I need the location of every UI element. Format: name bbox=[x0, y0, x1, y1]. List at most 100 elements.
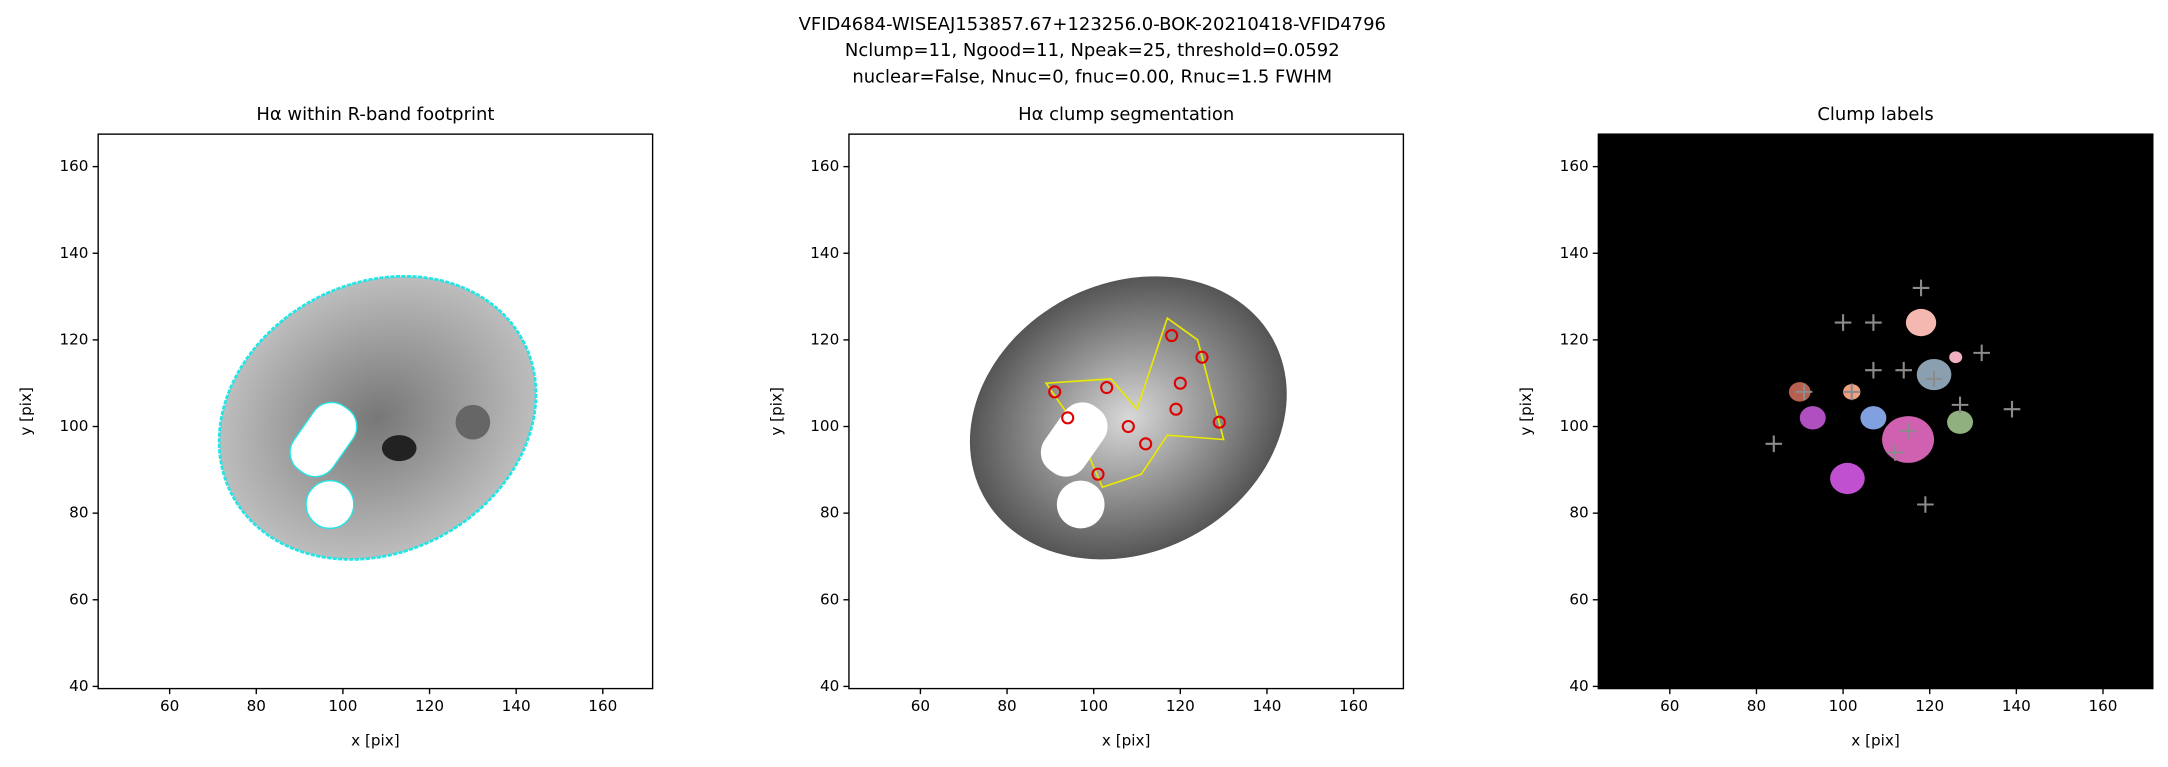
peak-marker bbox=[1765, 435, 1783, 453]
peak-marker bbox=[1843, 383, 1861, 401]
panel bbox=[98, 134, 653, 689]
clump-center bbox=[1048, 385, 1062, 399]
x-tick-label: 80 bbox=[1747, 697, 1766, 715]
clump-center bbox=[1139, 437, 1153, 451]
x-tick-label: 60 bbox=[1660, 697, 1679, 715]
y-tick-label: 140 bbox=[1560, 244, 1589, 262]
x-tick-label: 120 bbox=[1915, 697, 1944, 715]
clump-region bbox=[1947, 410, 1974, 434]
x-tick-label: 100 bbox=[328, 697, 357, 715]
suptitle: nuclear=False, Nnuc=0, fnuc=0.00, Rnuc=1… bbox=[852, 66, 1332, 87]
panel bbox=[848, 134, 1404, 689]
peak-marker bbox=[1886, 444, 1904, 461]
dark-core bbox=[381, 435, 417, 462]
x-tick-label: 160 bbox=[2088, 697, 2117, 715]
y-tick-label: 160 bbox=[1560, 157, 1589, 175]
dark-spot bbox=[455, 404, 491, 440]
y-tick-label: 100 bbox=[1560, 417, 1589, 435]
suptitle: Nclump=11, Ngood=11, Npeak=25, threshold… bbox=[845, 40, 1340, 61]
clump-region bbox=[1860, 406, 1887, 430]
clump-center bbox=[1121, 419, 1135, 434]
peak-marker bbox=[1925, 370, 1943, 388]
x-axis-label: x [pix] bbox=[351, 732, 400, 750]
x-tick-label: 60 bbox=[911, 697, 930, 715]
axes-title: Hα clump segmentation bbox=[1018, 104, 1234, 125]
y-tick-label: 120 bbox=[810, 330, 839, 348]
mask-hole bbox=[289, 401, 358, 478]
x-tick-label: 80 bbox=[997, 697, 1016, 715]
x-tick-label: 80 bbox=[247, 697, 266, 715]
clump-center bbox=[1061, 411, 1075, 425]
x-tick-label: 120 bbox=[1166, 697, 1195, 715]
peak-marker bbox=[1834, 314, 1852, 331]
x-tick-label: 160 bbox=[1339, 697, 1368, 715]
y-tick-label: 40 bbox=[820, 677, 839, 695]
axes-frame bbox=[97, 133, 654, 690]
y-tick-label: 120 bbox=[1560, 330, 1589, 348]
y-axis-label: y [pix] bbox=[768, 387, 786, 436]
x-tick-label: 60 bbox=[160, 697, 179, 715]
y-axis-label: y [pix] bbox=[1517, 387, 1535, 436]
clump-region bbox=[1799, 406, 1826, 430]
clump-center bbox=[1212, 415, 1226, 429]
peak-marker bbox=[1917, 496, 1934, 513]
axes-frame bbox=[1597, 133, 2154, 690]
mask-hole bbox=[305, 479, 355, 530]
x-tick-label: 140 bbox=[1252, 697, 1281, 715]
y-tick-label: 80 bbox=[820, 504, 839, 522]
axes-title: Clump labels bbox=[1817, 104, 1933, 125]
panel bbox=[1598, 134, 2153, 689]
y-tick-label: 80 bbox=[1569, 504, 1588, 522]
clump-center bbox=[1169, 402, 1183, 416]
peak-marker bbox=[1895, 361, 1913, 379]
clump-center bbox=[1173, 376, 1187, 390]
peak-marker bbox=[1795, 383, 1813, 401]
y-tick-label: 80 bbox=[69, 504, 88, 522]
clump-region bbox=[1905, 308, 1937, 337]
y-tick-label: 140 bbox=[59, 244, 88, 262]
y-tick-label: 60 bbox=[1569, 590, 1588, 608]
y-tick-label: 160 bbox=[59, 157, 88, 175]
x-tick-label: 120 bbox=[415, 697, 444, 715]
x-axis-label: x [pix] bbox=[1851, 732, 1900, 750]
y-tick-label: 140 bbox=[810, 244, 839, 262]
x-axis-label: x [pix] bbox=[1102, 732, 1151, 750]
suptitle: VFID4684-WISEAJ153857.67+123256.0-BOK-20… bbox=[799, 14, 1386, 35]
peak-marker bbox=[1865, 361, 1882, 379]
y-tick-label: 160 bbox=[810, 157, 839, 175]
peak-marker bbox=[1865, 314, 1882, 331]
peak-marker bbox=[2003, 400, 2021, 418]
peak-marker bbox=[1951, 396, 1969, 414]
y-tick-label: 40 bbox=[69, 677, 88, 695]
peak-marker bbox=[1912, 279, 1930, 297]
x-tick-label: 140 bbox=[502, 697, 531, 715]
x-tick-label: 100 bbox=[1079, 697, 1108, 715]
clump-region bbox=[1949, 351, 1963, 364]
y-tick-label: 40 bbox=[1569, 677, 1588, 695]
y-tick-label: 100 bbox=[810, 417, 839, 435]
mask-hole bbox=[1040, 402, 1108, 477]
contour bbox=[1044, 316, 1225, 489]
clump-center bbox=[1091, 467, 1105, 481]
peak-marker bbox=[1973, 344, 1990, 362]
axes-title: Hα within R-band footprint bbox=[256, 104, 494, 125]
clump-center bbox=[1195, 350, 1209, 364]
y-tick-label: 60 bbox=[820, 590, 839, 608]
x-tick-label: 100 bbox=[1829, 697, 1858, 715]
axes-frame bbox=[848, 133, 1405, 690]
galaxy-image bbox=[969, 276, 1287, 560]
mask-hole bbox=[1056, 480, 1105, 529]
y-tick-label: 60 bbox=[69, 590, 88, 608]
clump-region bbox=[1830, 462, 1865, 495]
x-tick-label: 140 bbox=[2002, 697, 2031, 715]
y-tick-label: 100 bbox=[59, 417, 88, 435]
y-axis-label: y [pix] bbox=[17, 387, 35, 436]
y-tick-label: 120 bbox=[59, 330, 88, 348]
x-tick-label: 160 bbox=[588, 697, 617, 715]
peak-marker bbox=[1899, 422, 1917, 440]
clump-center bbox=[1100, 380, 1114, 395]
clump-center bbox=[1165, 328, 1179, 343]
galaxy-image bbox=[217, 274, 538, 561]
